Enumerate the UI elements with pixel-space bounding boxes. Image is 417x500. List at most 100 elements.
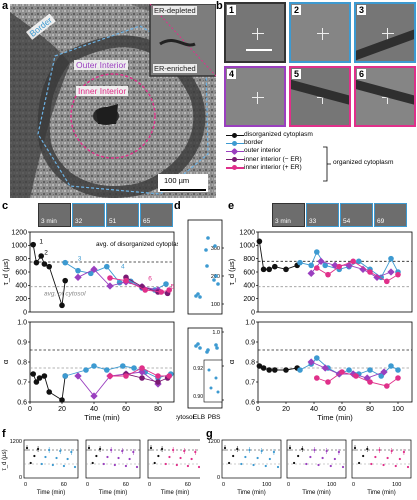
data-point [135, 465, 139, 469]
x-axis-label: Time (min) [317, 413, 353, 422]
data-point [260, 266, 267, 273]
data-point [264, 464, 267, 468]
data-point [216, 390, 220, 394]
data-point [244, 455, 247, 459]
data-point [38, 253, 44, 259]
y-tick-label: 200 [15, 296, 27, 303]
x-axis-label: Time (min) [161, 490, 189, 496]
data-point [314, 249, 320, 255]
annotation-point-5: 5 [171, 284, 175, 291]
data-point [30, 371, 36, 377]
x-tick-label: 0 [352, 482, 355, 488]
data-point [380, 368, 388, 376]
y-tick-label: 400 [243, 283, 255, 290]
x-tick-label: 0 [287, 482, 290, 488]
data-point [357, 461, 361, 465]
thumbnail-time-label: 51 [109, 218, 117, 225]
annotation-point-6: 6 [148, 276, 152, 283]
inset-tick-label: 0.92 [193, 366, 203, 372]
micrograph-a: Border Outer Interior Inner Interior ER-… [10, 4, 216, 198]
data-point [322, 262, 328, 269]
inset-frame [203, 359, 223, 403]
data-point [106, 282, 114, 290]
legend-item-inner-minus: inner interior (− ER) [226, 156, 313, 164]
data-point [62, 259, 68, 266]
plot-frame [29, 321, 175, 403]
data-point [272, 263, 278, 270]
data-point [325, 271, 331, 278]
y-tick-label: 1000 [11, 243, 27, 250]
y-tick-label: 1000 [239, 243, 255, 250]
plot-e-bottom: 0.6 0.7 0.8 0.9 1.0 0 20 40 60 80 100 Time (min) α [227, 319, 413, 422]
data-point [204, 248, 208, 252]
label-inner-interior: Inner Interior [76, 86, 129, 96]
x-tick-label: 0 [28, 406, 32, 413]
data-point [378, 373, 384, 379]
y-axis-label: τ_d (µs) [2, 449, 8, 470]
data-point [353, 373, 359, 379]
subplot-frame [351, 439, 412, 479]
data-point [336, 263, 342, 270]
y-axis-label: τ_d (µs) [1, 258, 10, 285]
thumbnail-time-label: 69 [377, 218, 385, 225]
data-point [51, 463, 54, 467]
data-point [367, 269, 373, 275]
x-tick-label: 20 [58, 406, 66, 413]
y-axis-label: α [1, 359, 10, 364]
x-tick-label: 100 [262, 482, 271, 488]
panel-label-d: d [174, 200, 181, 212]
y-tick-label: 1.0 [17, 319, 27, 326]
y-tick-label: 0.6 [245, 399, 255, 406]
data-point [91, 461, 94, 465]
time-thumbnail: 65 [140, 203, 173, 227]
plot-c-top: 0 200 400 600 800 1000 1200 τ_d (µs) avg. of dis… [1, 229, 178, 316]
data-point [260, 365, 267, 371]
label-outer-interior: Outer Interior [74, 60, 129, 70]
data-point [74, 273, 82, 282]
data-point [297, 259, 303, 266]
data-point [206, 236, 210, 240]
tile-1: 1 [224, 2, 286, 63]
y-tick-label: 600 [243, 269, 255, 276]
y-tick-label: 300 [211, 246, 220, 252]
thumbnail-time-label: 3 min [275, 218, 291, 225]
x-tick-label: 0 [148, 482, 151, 488]
data-point [308, 262, 314, 269]
data-point [164, 462, 167, 466]
legend: disorganized cytoplasm border outer inte… [226, 131, 313, 172]
x-tick-label: 60 [185, 482, 191, 488]
data-point [117, 456, 120, 460]
x-tick-label: 20 [282, 406, 290, 413]
crosshair-icon [382, 28, 394, 40]
scale-bar [246, 49, 272, 51]
data-point [33, 379, 40, 385]
legend-bracket [323, 146, 331, 182]
plot-frame-top [187, 219, 223, 315]
data-point [252, 463, 255, 467]
subplot-frame [23, 439, 79, 479]
x-axis-label: Time (min) [37, 490, 65, 496]
y-tick-label: 0 [217, 475, 220, 481]
data-point [272, 367, 278, 373]
y-tick-label: 1200 [239, 229, 255, 236]
data-point [155, 373, 161, 379]
data-point [206, 348, 210, 352]
data-point [107, 373, 113, 379]
data-point [406, 465, 410, 469]
crosshair-icon [252, 28, 264, 40]
data-point [41, 373, 48, 379]
x-tick-label: 100 [392, 406, 404, 413]
x-tick-label: 0 [256, 406, 260, 413]
thumbnail-time-label: 65 [143, 218, 151, 225]
data-point [283, 266, 289, 273]
data-point [387, 268, 395, 276]
panel-label-c: c [2, 200, 9, 212]
data-point [106, 455, 109, 459]
series-line-inner_minus [125, 373, 168, 383]
plot-c-bottom: 0.6 0.7 0.8 0.9 1.0 0 20 40 60 80 Time (min) α [1, 319, 175, 422]
thumbnail-time-label: 3 min [41, 218, 57, 225]
data-point [62, 277, 68, 284]
time-thumbnail: 32 [72, 203, 105, 227]
data-point [33, 259, 40, 266]
data-point [283, 367, 289, 373]
